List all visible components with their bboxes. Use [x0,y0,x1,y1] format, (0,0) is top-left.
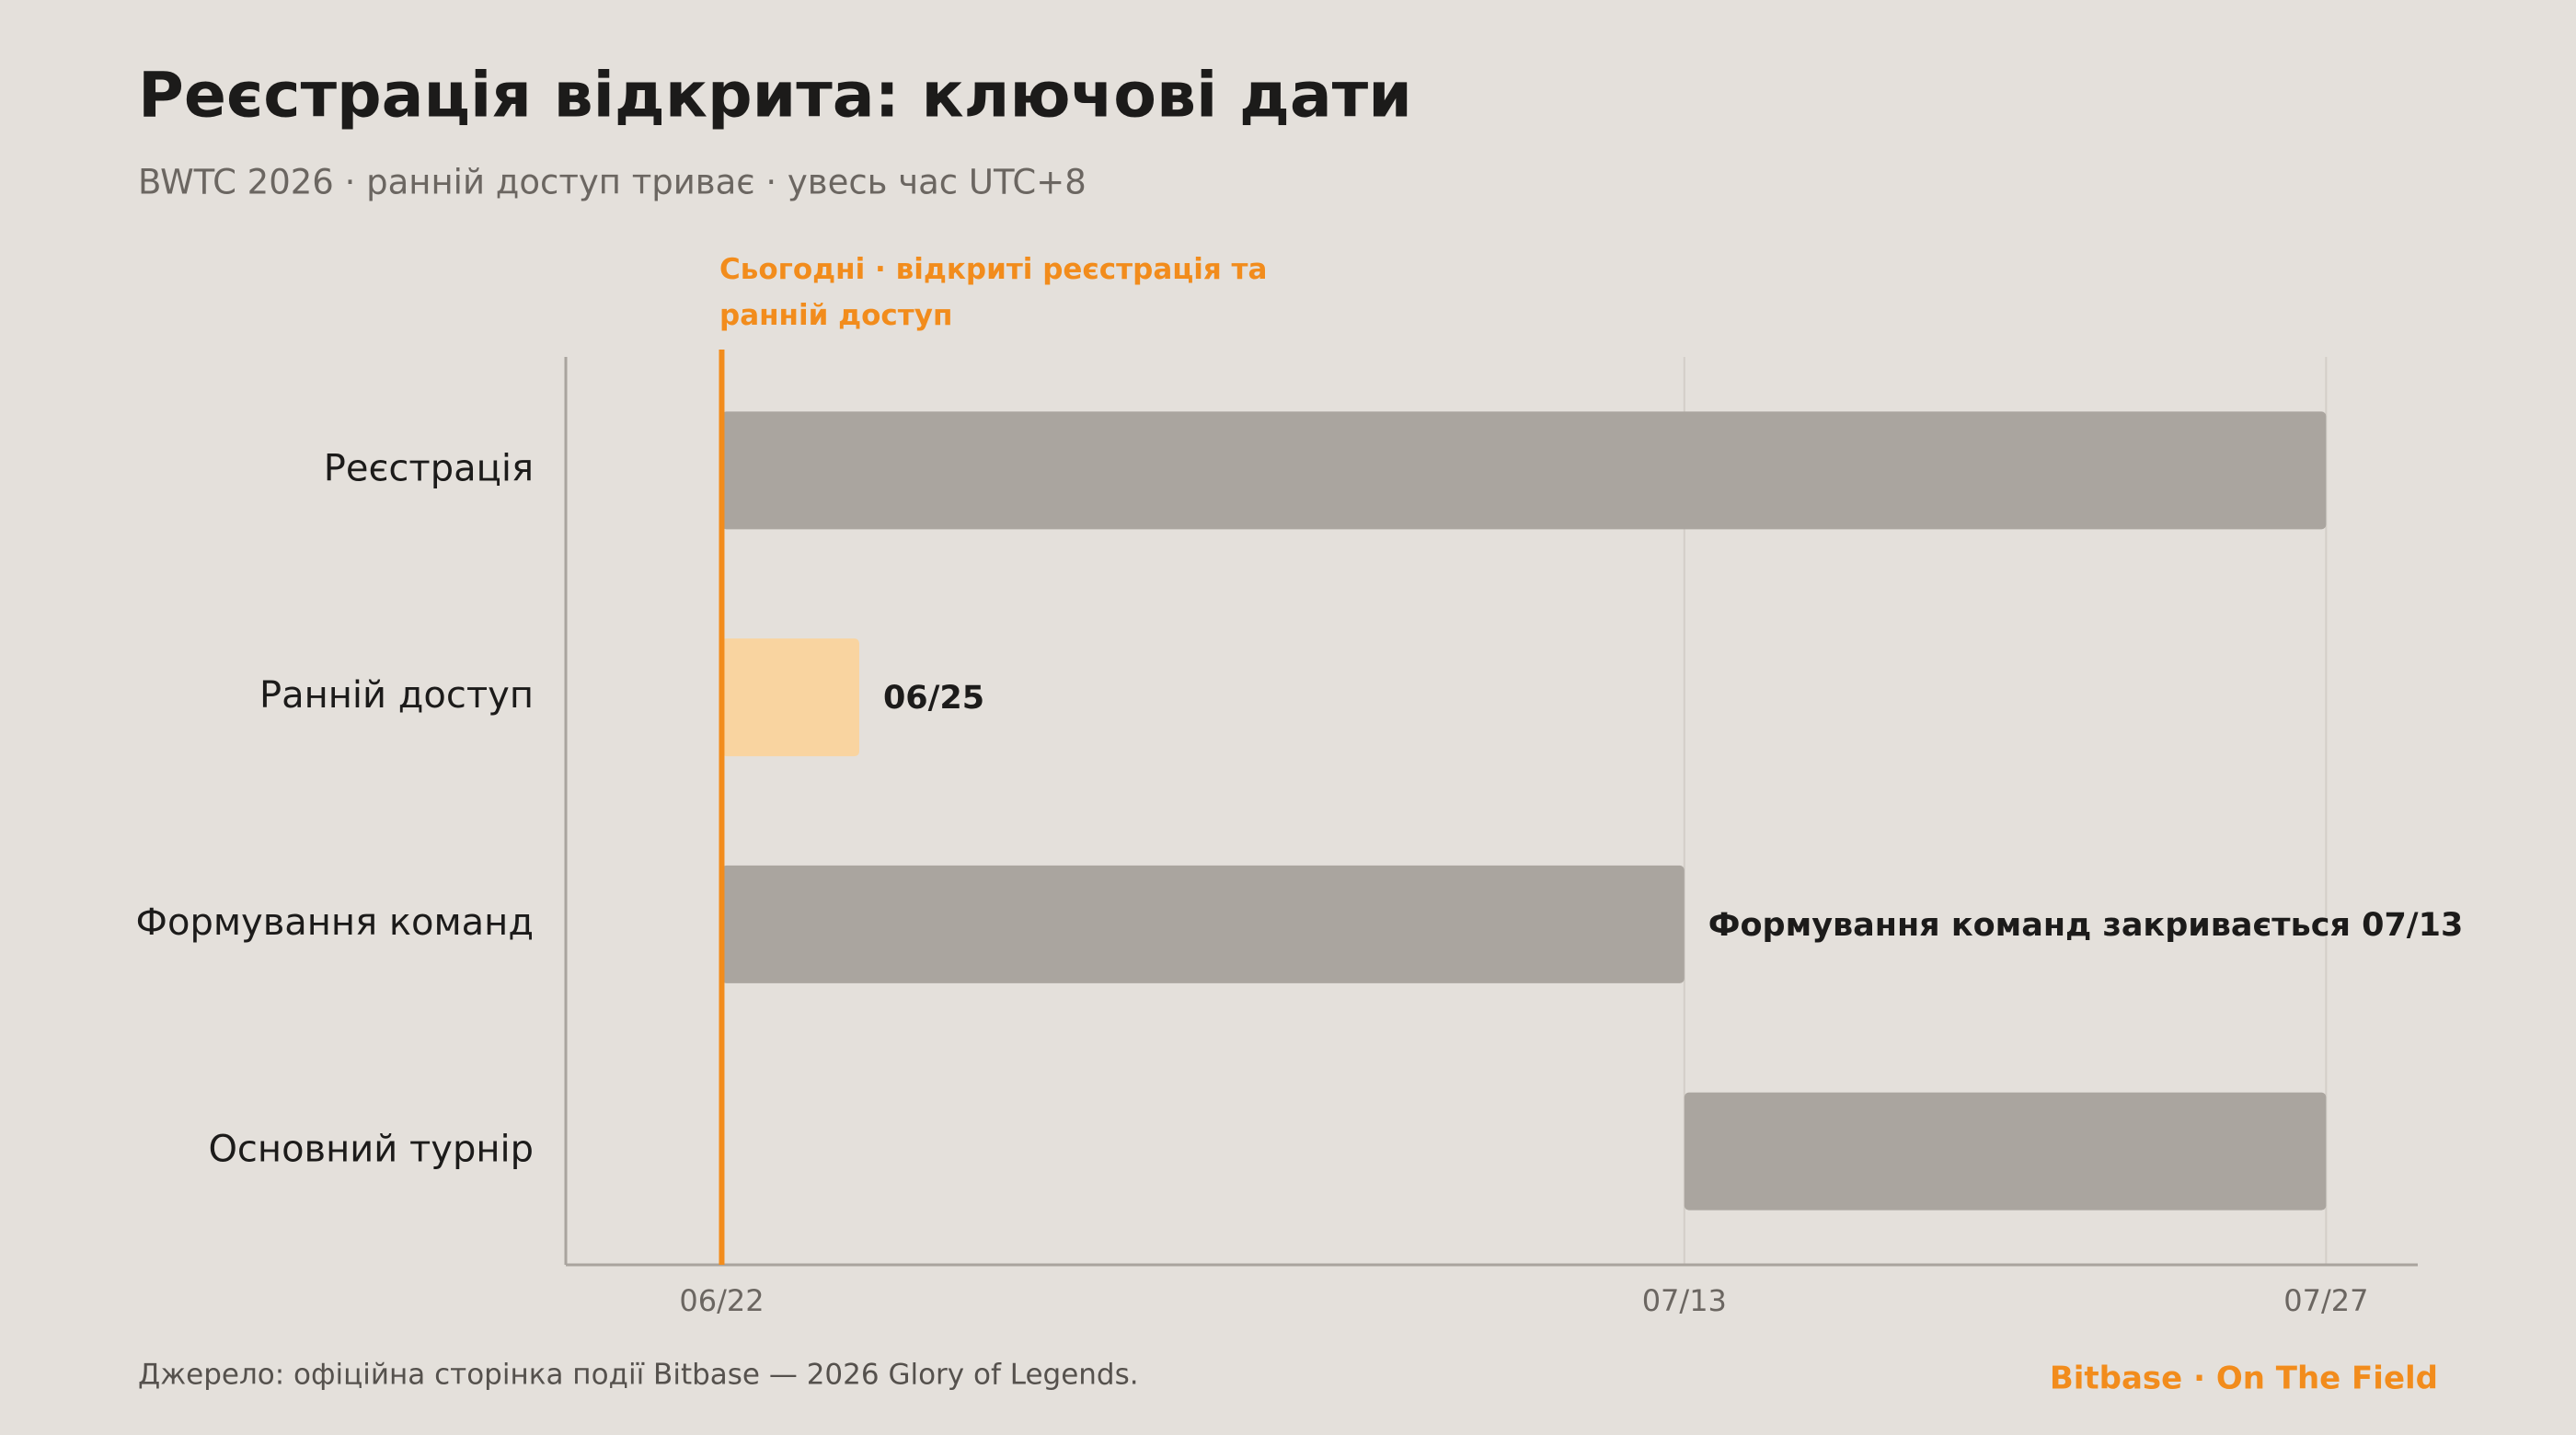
chart-subtitle: BWTC 2026 · ранній доступ триває · увесь… [138,163,1087,202]
chart-title: Реєстрація відкрита: ключові дати [138,60,1412,132]
value-label: Формування команд закривається 07/13 [1708,907,2464,944]
bar [721,865,1685,983]
bar [721,638,859,757]
brand: Bitbase · On The Field [2050,1360,2438,1397]
marker-label: Сьогодні · відкриті реєстрація та ранній… [719,253,1268,332]
x-tick-label: 07/13 [1642,1283,1727,1318]
y-tick-label: Ранній доступ [259,674,534,717]
value-label: 06/25 [883,680,984,717]
bar [721,411,2327,530]
y-tick-label: Основний турнір [208,1129,534,1171]
x-tick-label: 07/27 [2283,1283,2368,1318]
x-tick-label: 06/22 [679,1283,764,1318]
source-note: Джерело: офіційна сторінка події Bitbase… [138,1359,1139,1392]
bar [1684,1092,2327,1211]
y-tick-label: Реєстрація [324,447,534,489]
y-tick-label: Формування команд [136,901,534,944]
